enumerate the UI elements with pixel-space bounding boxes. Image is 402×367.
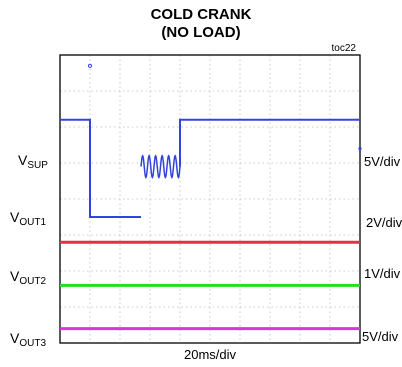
- figure-id: toc22: [331, 43, 356, 54]
- channel-label-vout2: VOUT2: [10, 268, 47, 287]
- channel-label-vout1: VOUT1: [10, 209, 47, 228]
- trigger-marker: [87, 63, 93, 68]
- trace-vsup-ripple: [140, 154, 181, 179]
- traces-group: [60, 63, 362, 331]
- trace-vsup-drop: [60, 118, 141, 218]
- chart-title-line2: (NO LOAD): [161, 24, 241, 41]
- channel-scale-vout3: 5V/div: [362, 329, 399, 344]
- channel-scale-vsup: 5V/div: [364, 154, 401, 169]
- channel-label-vsup: VSUP: [18, 152, 48, 171]
- channel-scale-vout1: 2V/div: [366, 215, 402, 230]
- trace-vsup-recovery: [179, 118, 360, 167]
- plot-grid: [60, 55, 360, 343]
- chart-title-line1: COLD CRANK: [150, 6, 252, 23]
- channel-label-vout3: VOUT3: [10, 330, 47, 349]
- plot-frame: [59, 54, 361, 344]
- channel-scale-vout2: 1V/div: [364, 266, 401, 281]
- timebase-label: 20ms/div: [183, 347, 237, 362]
- trace-edge-marker: [358, 147, 362, 151]
